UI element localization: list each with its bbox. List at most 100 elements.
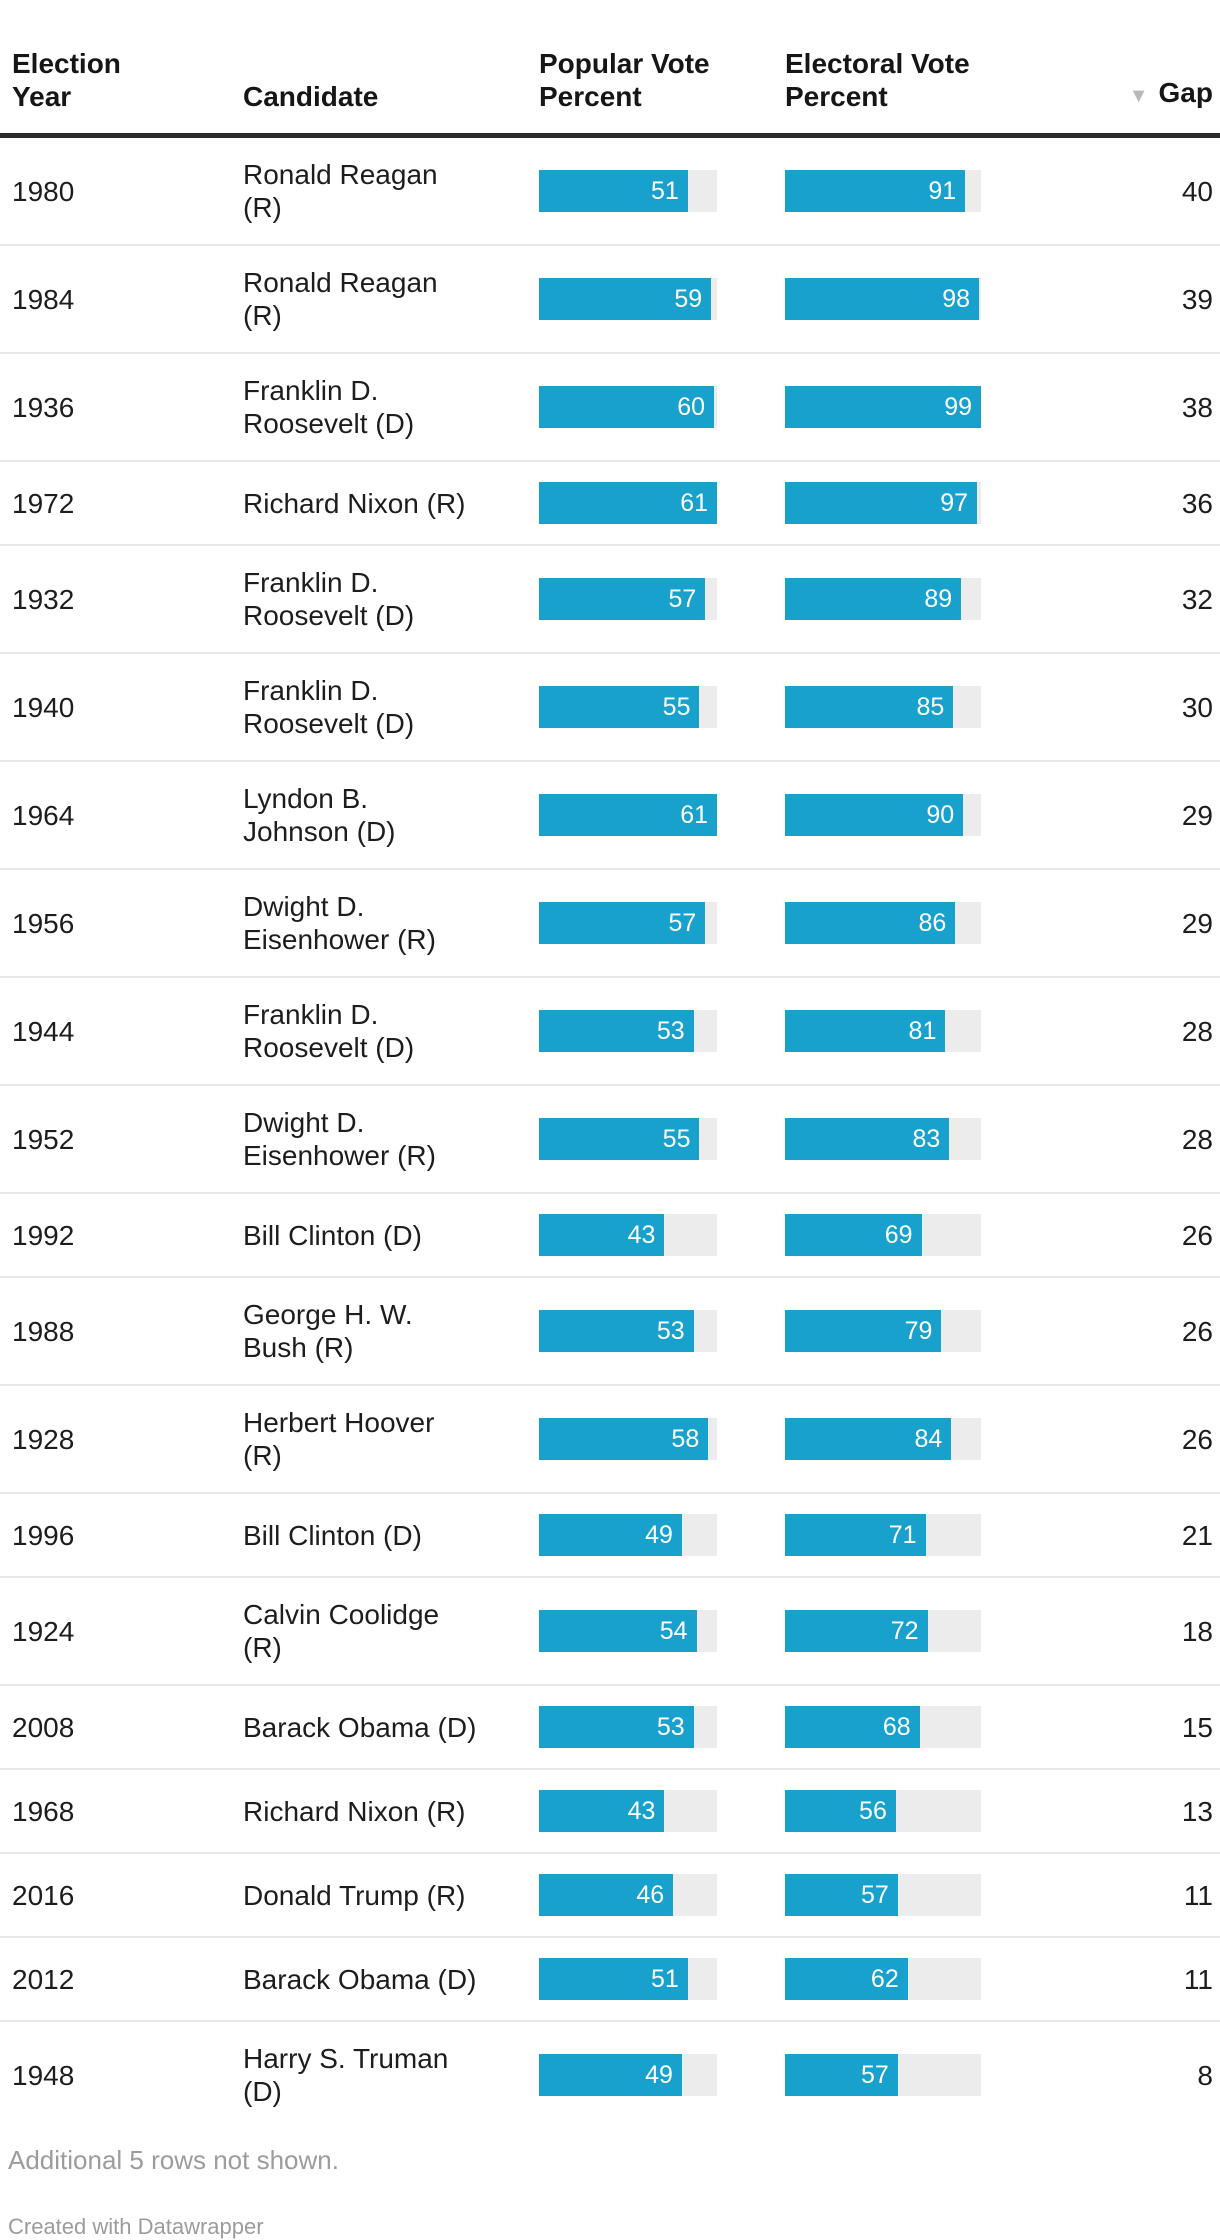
gap-cell: 29: [1181, 907, 1213, 939]
datawrapper-credit-link[interactable]: Created with Datawrapper: [8, 2214, 264, 2239]
electoral-bar-track: 57: [785, 2054, 981, 2096]
gap-cell: 28: [1181, 1123, 1213, 1155]
election-year-cell: 1988: [12, 1315, 75, 1347]
electoral-vote-bar: 99: [785, 386, 981, 428]
electoral-vote-bar: 62: [785, 1958, 981, 2000]
popular-bar-track: 55: [539, 686, 717, 728]
table-row: 1996 Bill Clinton (D) 49 71 21: [0, 1494, 1220, 1578]
candidate-cell: Ronald Reagan (R): [243, 267, 438, 331]
candidate-cell: Franklin D. Roosevelt (D): [243, 999, 415, 1063]
popular-vote-bar: 53: [539, 1706, 717, 1748]
electoral-bar-fill: 90: [785, 794, 964, 836]
gap-cell: 29: [1181, 799, 1213, 831]
popular-bar-track: 49: [539, 1514, 717, 1556]
electoral-bar-value: 57: [861, 2060, 889, 2089]
election-year-cell: 1996: [12, 1519, 75, 1551]
table-body: 1980 Ronald Reagan (R) 51 91 40 1984 Ron…: [0, 138, 1220, 2128]
popular-vote-bar: 53: [539, 1310, 717, 1352]
gap-cell: 11: [1183, 1963, 1213, 1995]
election-year-cell: 1956: [12, 907, 75, 939]
electoral-bar-track: 98: [785, 278, 981, 320]
table-row: 1988 George H. W. Bush (R) 53 79 26: [0, 1278, 1220, 1386]
credit-line: Created with Datawrapper: [8, 2214, 1220, 2240]
popular-bar-value: 55: [662, 692, 691, 721]
electoral-bar-fill: 86: [785, 902, 956, 944]
popular-bar-track: 60: [539, 386, 717, 428]
electoral-bar-fill: 68: [785, 1706, 920, 1748]
popular-bar-value: 51: [651, 1964, 679, 1993]
candidate-cell: Lyndon B. Johnson (D): [243, 783, 396, 847]
popular-bar-fill: 58: [539, 1418, 709, 1460]
electoral-bar-fill: 72: [785, 1610, 928, 1652]
popular-bar-fill: 49: [539, 2054, 682, 2096]
electoral-vote-bar: 79: [785, 1310, 981, 1352]
table-row: 2016 Donald Trump (R) 46 57 11: [0, 1854, 1220, 1938]
candidate-cell: Dwight D. Eisenhower (R): [243, 1107, 436, 1171]
gap-cell: 26: [1181, 1219, 1213, 1251]
popular-bar-track: 59: [539, 278, 717, 320]
popular-bar-value: 60: [677, 392, 706, 421]
popular-bar-track: 58: [539, 1418, 717, 1460]
table-row: 1964 Lyndon B. Johnson (D) 61 90 29: [0, 762, 1220, 870]
column-header-candidate[interactable]: Candidate: [243, 81, 379, 112]
table-row: 1968 Richard Nixon (R) 43 56 13: [0, 1770, 1220, 1854]
electoral-bar-fill: 97: [785, 482, 978, 524]
popular-bar-track: 43: [539, 1790, 717, 1832]
table-row: 1984 Ronald Reagan (R) 59 98 39: [0, 246, 1220, 354]
candidate-cell: Harry S. Truman (D): [243, 2043, 449, 2107]
table-row: 1948 Harry S. Truman (D) 49 57 8: [0, 2022, 1220, 2128]
electoral-bar-track: 89: [785, 578, 981, 620]
gap-cell: 11: [1183, 1879, 1213, 1911]
electoral-vote-bar: 69: [785, 1214, 981, 1256]
electoral-bar-track: 69: [785, 1214, 981, 1256]
popular-vote-bar: 54: [539, 1610, 717, 1652]
electoral-bar-value: 62: [870, 1964, 899, 1993]
popular-vote-bar: 55: [539, 686, 717, 728]
electoral-vote-bar: 72: [785, 1610, 981, 1652]
gap-cell: 39: [1181, 283, 1213, 315]
election-year-cell: 1984: [12, 283, 75, 315]
election-year-cell: 1928: [12, 1423, 75, 1455]
popular-bar-track: 53: [539, 1010, 717, 1052]
popular-bar-fill: 51: [539, 1958, 688, 2000]
electoral-vote-bar: 86: [785, 902, 981, 944]
gap-cell: 30: [1181, 691, 1213, 723]
electoral-bar-value: 97: [940, 488, 969, 517]
popular-bar-fill: 55: [539, 686, 700, 728]
electoral-bar-fill: 91: [785, 170, 966, 212]
electoral-bar-fill: 84: [785, 1418, 952, 1460]
popular-bar-value: 46: [636, 1880, 665, 1909]
table-row: 1944 Franklin D. Roosevelt (D) 53 81 28: [0, 978, 1220, 1086]
popular-vote-bar: 51: [539, 170, 717, 212]
electoral-bar-track: 99: [785, 386, 981, 428]
electoral-bar-fill: 89: [785, 578, 962, 620]
column-header-election-year[interactable]: Election Year: [12, 48, 121, 112]
popular-bar-fill: 61: [539, 794, 717, 836]
popular-bar-track: 51: [539, 170, 717, 212]
electoral-vote-bar: 97: [785, 482, 981, 524]
gap-cell: 38: [1181, 391, 1213, 423]
gap-header-label: Gap: [1158, 77, 1213, 108]
table-row: 2008 Barack Obama (D) 53 68 15: [0, 1686, 1220, 1770]
table-row: 1932 Franklin D. Roosevelt (D) 57 89 32: [0, 546, 1220, 654]
electoral-bar-value: 83: [912, 1124, 941, 1153]
electoral-bar-track: 71: [785, 1514, 981, 1556]
column-header-gap[interactable]: ▼ Gap: [981, 76, 1213, 113]
candidate-cell: Donald Trump (R): [243, 1879, 466, 1911]
candidate-cell: Bill Clinton (D): [243, 1519, 422, 1551]
popular-vote-bar: 49: [539, 2054, 717, 2096]
electoral-bar-fill: 62: [785, 1958, 908, 2000]
popular-bar-value: 51: [651, 176, 679, 205]
column-header-electoral-vote[interactable]: Electoral Vote Percent: [785, 48, 970, 112]
electoral-bar-value: 99: [944, 392, 972, 421]
electoral-bar-track: 72: [785, 1610, 981, 1652]
electoral-bar-track: 97: [785, 482, 981, 524]
popular-bar-value: 49: [645, 1520, 673, 1549]
popular-bar-value: 54: [659, 1616, 688, 1645]
popular-bar-fill: 43: [539, 1214, 665, 1256]
column-header-popular-vote[interactable]: Popular Vote Percent: [539, 48, 710, 112]
rows-not-shown-note: Additional 5 rows not shown.: [8, 2145, 339, 2175]
election-year-cell: 1948: [12, 2059, 75, 2091]
popular-bar-value: 61: [680, 800, 708, 829]
